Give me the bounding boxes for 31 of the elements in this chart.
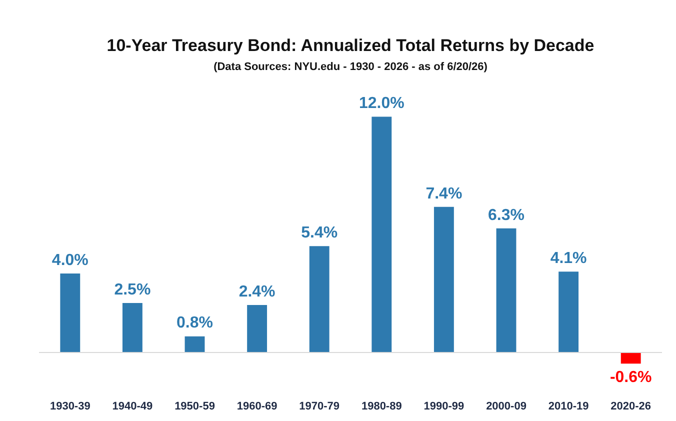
data-label: 4.0% [52,252,88,269]
data-label: 4.1% [550,250,587,267]
bar [309,246,330,352]
bar [122,302,142,352]
bar [60,274,80,352]
data-label: 5.4% [301,224,338,242]
bar [372,116,392,352]
x-tick-label: 1960-69 [236,400,278,412]
data-label: 2.4% [238,283,276,300]
bar [434,206,454,352]
bar [247,304,268,352]
data-label: 0.8% [176,314,213,332]
data-label: 6.3% [488,206,524,224]
chart-title: 10-Year Treasury Bond: Annualized Total Returns by Decade [106,36,594,55]
bar [496,228,516,352]
x-tick-label: 2010-19 [548,400,589,412]
chart-subtitle: (Data Sources: NYU.edu - 1930 - 2026 - as of 6/20/26) [214,61,488,74]
x-tick-label: 1970-79 [299,400,340,412]
x-tick-label: 2020-26 [610,400,652,412]
bar [558,272,579,352]
x-tick-label: 1950-59 [174,400,215,412]
x-tick-label: 1990-99 [424,400,464,412]
data-label: 7.4% [426,185,462,202]
bar [184,336,205,352]
data-label: -0.6% [610,369,652,386]
data-label: 2.5% [114,281,151,298]
x-tick-label: 1980-89 [361,400,402,412]
x-tick-label: 2000-09 [486,400,526,412]
x-tick-label: 1940-49 [112,400,153,412]
data-label: 12.0% [358,95,404,112]
x-tick-label: 1930-39 [50,400,90,412]
